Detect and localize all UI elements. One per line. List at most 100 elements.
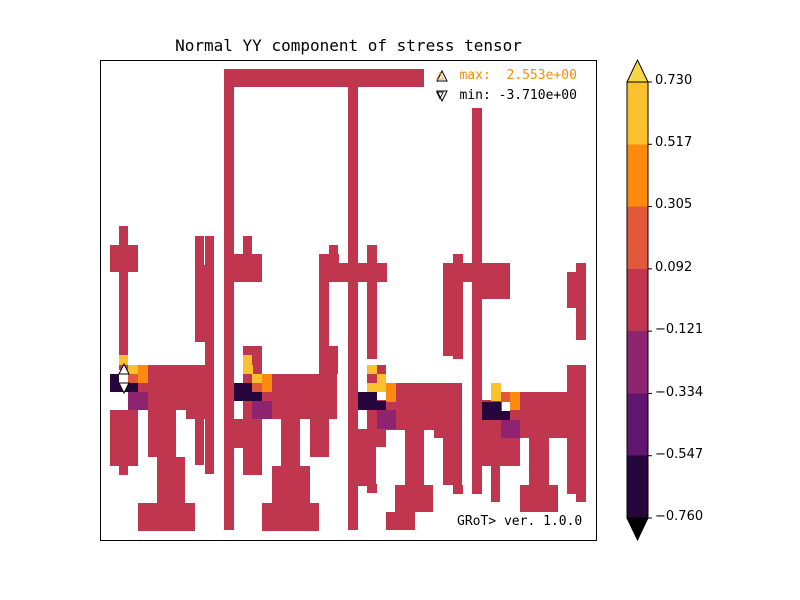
heatmap-cell [195, 236, 204, 265]
heatmap-cell [405, 429, 424, 485]
colorbar-tick-label: −0.760 [655, 509, 704, 524]
heatmap-cell [367, 484, 377, 493]
max-symbol: △ [436, 68, 444, 83]
heatmap-cell [319, 282, 329, 356]
heatmap-cell [195, 265, 213, 342]
heatmap-cell [491, 465, 500, 502]
colorbar-bin [627, 455, 648, 519]
heatmap-cell [386, 383, 462, 430]
heatmap-cell [453, 485, 463, 494]
heatmap-cell [367, 245, 377, 274]
heatmap-cell [148, 410, 176, 457]
heatmap-cell [501, 420, 520, 438]
colorbar-tick-label: −0.334 [655, 385, 704, 400]
colorbar-bin [627, 331, 648, 394]
min-symbol: ▽ [436, 88, 444, 103]
heatmap-cell [567, 365, 586, 392]
heatmap-cell [224, 69, 424, 87]
heatmap-cell [339, 263, 387, 282]
heatmap-cell [377, 374, 386, 383]
heatmap-cell [157, 457, 185, 503]
heatmap-cell [567, 438, 586, 494]
heatmap-cell [386, 383, 396, 402]
colorbar-tick-label: 0.305 [655, 197, 693, 212]
colorbar-over-arrow [626, 58, 649, 83]
heatmap-cell [119, 355, 128, 365]
heatmap-cell [348, 69, 358, 530]
heatmap-cell [128, 374, 138, 383]
heatmap-cell [482, 411, 510, 420]
heatmap-cell [110, 410, 138, 466]
heatmap-cell [224, 419, 262, 448]
colorbar-tick-label: −0.121 [655, 322, 704, 337]
plot-frame [100, 60, 597, 541]
colorbar-bin [627, 268, 648, 332]
heatmap-cell [319, 346, 338, 374]
colorbar-bin [627, 82, 648, 145]
max-marker-icon [118, 362, 130, 375]
max-label: max: [459, 68, 491, 83]
version-label: GRoT> ver. 1.0.0 [457, 514, 583, 529]
heatmap-cell [482, 402, 501, 411]
heatmap-cell [386, 512, 415, 530]
heatmap-cell [367, 383, 386, 392]
heatmap-cell [252, 401, 272, 419]
heatmap-cell [262, 374, 272, 392]
max-legend-icon [436, 69, 448, 82]
heatmap-cell [128, 392, 148, 410]
heatmap-cell [310, 419, 329, 457]
heatmap-cell [358, 401, 386, 410]
stress-field [110, 69, 586, 531]
heatmap-cell [138, 365, 148, 383]
max-annotation: △ max: 2.553e+00 [436, 68, 577, 83]
heatmap-cell [434, 429, 462, 438]
heatmap-cell [453, 254, 463, 283]
heatmap-cell [243, 355, 252, 365]
heatmap-cell [243, 365, 253, 374]
heatmap-cell [377, 410, 396, 429]
heatmap-cell [128, 365, 138, 375]
colorbar-tick-label: 0.092 [655, 260, 693, 275]
heatmap-cell [329, 245, 338, 274]
heatmap-cell [453, 282, 463, 359]
heatmap-cell [234, 392, 262, 401]
heatmap-cell [262, 503, 319, 531]
min-legend-icon [436, 90, 448, 103]
heatmap-cell [195, 419, 204, 465]
heatmap-cell [110, 245, 138, 272]
min-value: -3.710e+00 [498, 88, 577, 103]
heatmap-cell [186, 410, 214, 419]
colorbar-bin [627, 144, 648, 208]
heatmap-cell [138, 365, 214, 410]
max-value: 2.553e+00 [506, 68, 577, 83]
heatmap-cell [110, 374, 119, 383]
heatmap-cell [529, 438, 549, 494]
min-label: min: [459, 88, 491, 103]
heatmap-cell [480, 272, 510, 299]
min-marker-icon [118, 382, 130, 395]
heatmap-cell [252, 374, 262, 383]
heatmap-cell [367, 365, 377, 374]
heatmap-cell [224, 69, 234, 530]
colorbar-frame [626, 81, 649, 519]
heatmap-cell [252, 383, 262, 392]
colorbar-bin [627, 393, 648, 457]
heatmap-cell [119, 466, 128, 475]
heatmap-cell [367, 282, 377, 359]
heatmap-cell [567, 272, 586, 308]
colorbar-tick-label: 0.730 [655, 73, 693, 88]
heatmap-cell [281, 419, 300, 466]
min-annotation: ▽ min: -3.710e+00 [436, 88, 577, 103]
colorbar-bin [627, 206, 648, 270]
heatmap-cell [119, 226, 128, 370]
heatmap-cell [138, 503, 195, 531]
heatmap-cell [358, 392, 377, 401]
heatmap-cell [234, 383, 252, 392]
extrema-markers [118, 69, 448, 395]
colorbar [626, 58, 652, 542]
heatmap-cell [205, 236, 214, 474]
heatmap-cell [443, 438, 462, 485]
heatmap-cell [262, 374, 337, 419]
colorbar-tick-label: −0.547 [655, 447, 704, 462]
